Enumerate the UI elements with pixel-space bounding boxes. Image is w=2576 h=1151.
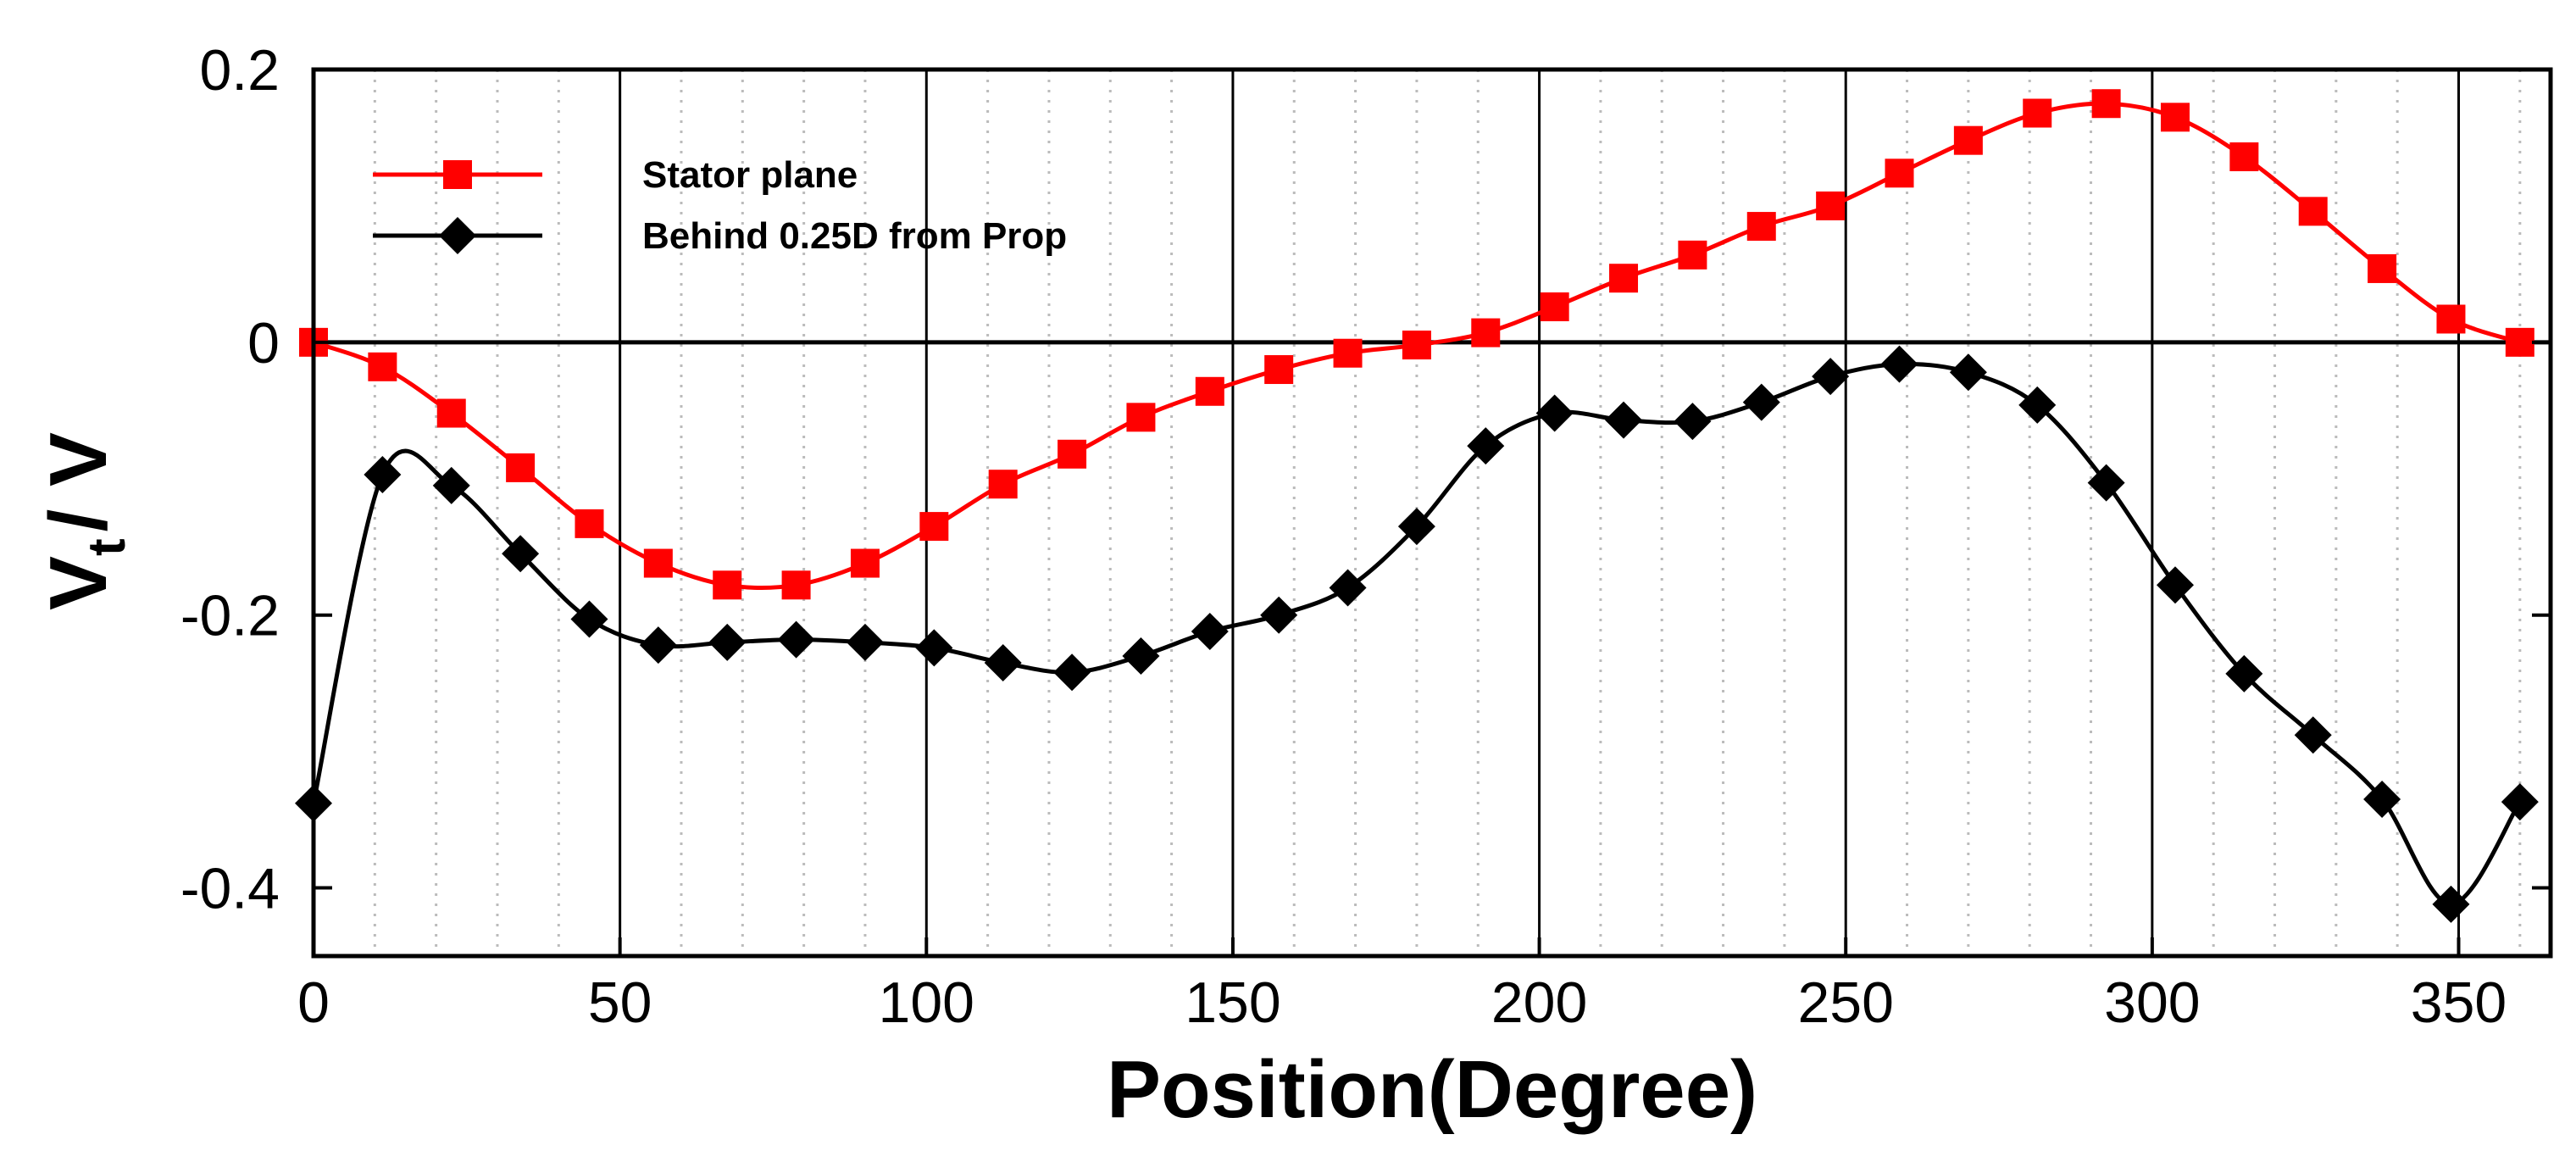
minor-gridlines [373,70,2522,956]
y-axis-title-sub: t [78,538,136,556]
data-point-diamond [1742,383,1780,421]
data-point-diamond [1122,637,1160,675]
plot-frame [311,67,2553,959]
y-axis-title: Vt / V [33,432,136,610]
data-point-diamond [432,466,470,504]
data-point-diamond [915,629,953,667]
data-point-square [2229,142,2259,171]
data-point-diamond [846,623,884,661]
y-axis-title-main: V [33,556,124,610]
data-point-diamond [2363,780,2401,818]
data-point-square [1058,439,1087,469]
data-point-square [575,509,604,538]
data-point-square [1264,355,1294,385]
data-point-diamond [1535,394,1574,432]
data-point-square [2368,253,2397,283]
data-point-square [781,570,811,600]
data-point-diamond [1674,403,1712,441]
data-point-square [1746,212,1776,242]
legend-label-behind: Behind 0.25D from Prop [642,215,1067,257]
data-point-diamond [1329,569,1367,607]
series-layer [295,89,2539,923]
data-point-square [850,548,880,578]
y-tick-label: -0.4 [180,857,280,921]
series-stator-plane [299,89,2534,600]
data-point-square [2160,103,2190,132]
data-point-diamond [1949,353,1987,392]
x-tick-label: 150 [1185,970,1280,1035]
data-point-square [2505,327,2534,357]
x-tick-label: 200 [1491,970,1587,1035]
y-axis-ticks: 0.2 0 -0.2 -0.4 [180,38,2551,921]
svg-text:Vt/ V: Vt / V [33,432,136,610]
data-point-square [2436,304,2466,334]
data-point-square [1609,264,1639,293]
data-point-square [1333,338,1363,368]
legend-item-stator: Stator plane [373,154,858,196]
data-point-diamond [1397,508,1435,546]
series-behind-025d [295,345,2539,923]
data-point-diamond [570,600,608,638]
data-point-diamond [364,455,402,493]
data-point-square [1678,240,1707,270]
x-tick-label: 0 [297,970,330,1035]
data-point-diamond [639,626,677,664]
data-point-diamond [1605,401,1643,439]
data-point-diamond [984,644,1022,682]
data-point-diamond [2294,716,2332,754]
legend-marker-stator [443,160,472,189]
data-point-diamond [708,623,747,661]
data-point-square [506,453,536,482]
data-point-square [713,570,742,600]
legend: Stator plane Behind 0.25D from Prop [373,154,1067,257]
x-tick-label: 50 [588,970,652,1035]
data-point-diamond [1053,653,1091,692]
data-point-diamond [2501,783,2539,821]
data-point-square [2091,89,2121,119]
data-point-square [1540,292,1569,322]
legend-item-behind: Behind 0.25D from Prop [373,215,1067,257]
x-tick-label: 300 [2104,970,2200,1035]
data-point-diamond [1191,613,1229,651]
data-point-diamond [2087,464,2125,502]
y-tick-label: -0.2 [180,584,280,648]
legend-marker-behind [439,217,476,254]
data-point-square [2298,197,2328,226]
data-point-diamond [777,620,815,659]
data-point-square [643,548,673,578]
y-axis-title-tail: / V [33,432,124,531]
data-point-diamond [2018,386,2057,424]
data-point-square [988,470,1018,499]
y-tick-label: 0 [247,311,280,375]
data-point-diamond [2156,566,2194,604]
data-point-square [1126,403,1156,432]
x-tick-label: 100 [879,970,974,1035]
legend-label-stator: Stator plane [642,154,858,196]
x-axis-ticks: 0 50 100 150 200 250 300 350 [297,937,2507,1035]
data-point-diamond [2432,885,2470,923]
data-point-diamond [1812,358,1850,396]
data-point-square [1885,158,1914,188]
data-point-diamond [1880,345,1918,383]
x-tick-label: 350 [2411,970,2507,1035]
data-point-square [368,352,397,381]
data-point-square [1816,191,1846,220]
data-point-square [1471,318,1501,348]
data-point-diamond [1467,427,1505,465]
data-point-square [436,398,466,428]
data-point-diamond [1260,596,1298,634]
data-point-square [919,512,949,542]
data-point-square [2023,98,2052,128]
data-point-diamond [2225,654,2263,692]
data-point-square [1195,376,1224,406]
data-point-square [1402,331,1431,360]
major-gridlines [619,70,2461,956]
y-tick-label: 0.2 [199,38,280,103]
x-axis-title: Position(Degree) [1107,1044,1757,1135]
x-tick-label: 250 [1797,970,1893,1035]
data-point-diamond [502,535,540,573]
data-point-square [1953,125,1983,155]
